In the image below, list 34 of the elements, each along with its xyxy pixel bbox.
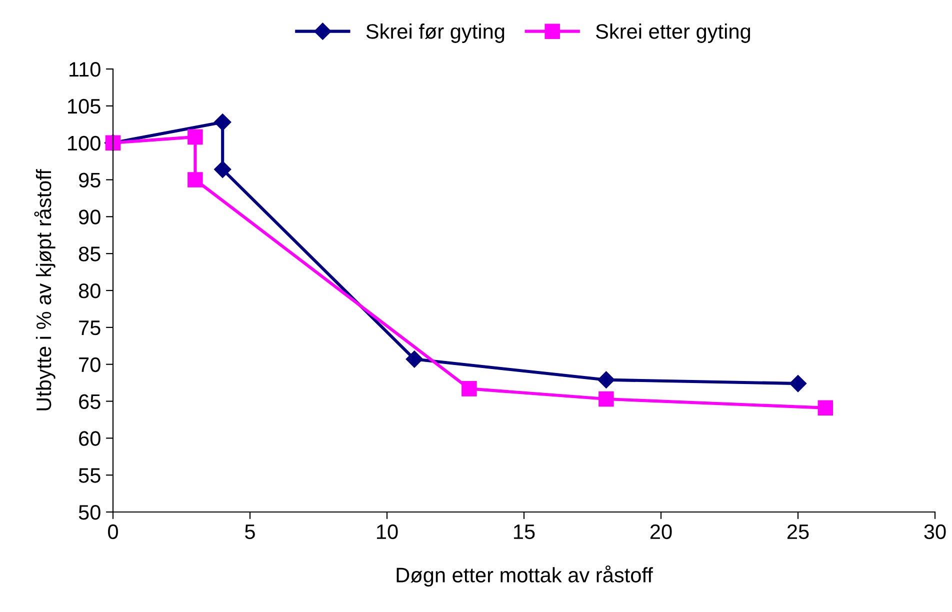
point xyxy=(598,371,615,388)
point xyxy=(818,400,834,416)
y-tick-label: 60 xyxy=(79,431,100,446)
y-tick-label: 70 xyxy=(79,357,100,372)
y-tick-label: 50 xyxy=(78,505,100,520)
x-tick-label: 5 xyxy=(245,524,255,540)
x-tick-label: 15 xyxy=(514,524,535,540)
point xyxy=(789,374,807,392)
point xyxy=(214,114,232,131)
y-tick-label: 100 xyxy=(68,136,100,151)
point xyxy=(214,160,232,178)
point xyxy=(188,172,203,188)
y-tick-label: 55 xyxy=(78,468,100,483)
y-tick-label: 110 xyxy=(70,62,100,77)
y-tick-label: 90 xyxy=(79,210,100,224)
y-tick-label: 105 xyxy=(68,98,100,114)
x-tick-label: 10 xyxy=(377,524,398,540)
point xyxy=(598,391,614,407)
point xyxy=(406,350,423,368)
y-tick-label: 75 xyxy=(79,320,100,336)
y-axis-title: Utbytte i % av kjøpt råstoff xyxy=(34,169,56,410)
point xyxy=(462,381,477,396)
x-tick-label: 25 xyxy=(787,524,809,540)
legend-label: Skrei før gyting xyxy=(366,24,504,43)
y-tick-label: 85 xyxy=(78,246,100,262)
x-axis-title: Døgn etter mottak av råstoff xyxy=(396,565,653,587)
x-tick-label: 20 xyxy=(650,524,672,540)
y-tick-label: 95 xyxy=(79,172,100,188)
x-tick-label: 30 xyxy=(924,524,946,540)
x-tick-label: 0 xyxy=(108,524,118,540)
y-tick-label: 80 xyxy=(78,284,100,298)
point xyxy=(188,129,203,145)
y-tick-label: 65 xyxy=(79,394,100,410)
legend-label: Skrei etter gyting xyxy=(596,24,750,43)
